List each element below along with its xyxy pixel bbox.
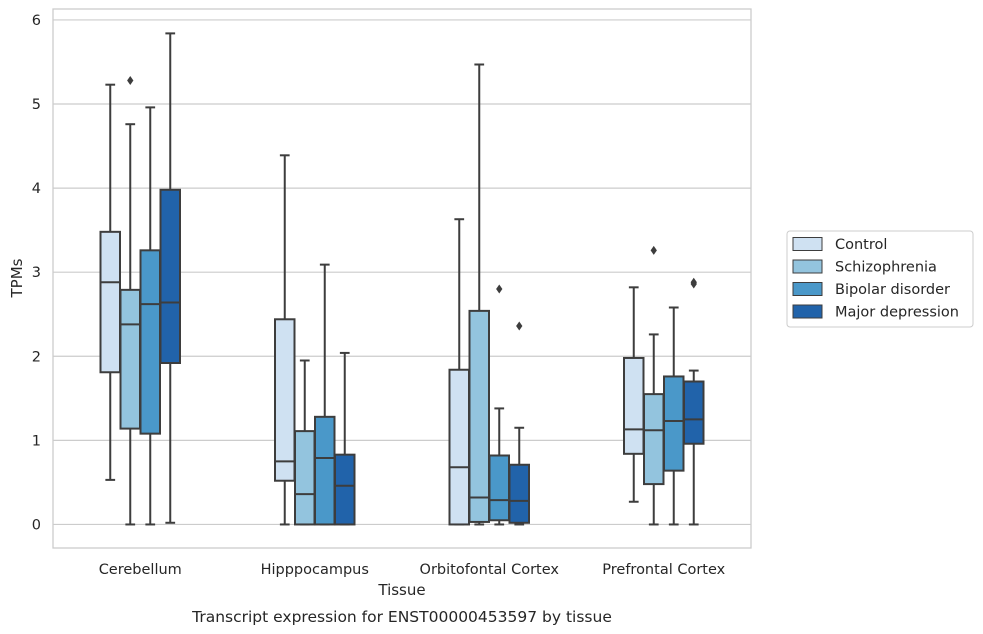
box-iqr [448, 368, 470, 526]
outlier-point [516, 321, 523, 331]
box-iqr [139, 249, 161, 435]
box-major-depression [683, 277, 705, 526]
outlier-point [690, 277, 697, 287]
box-iqr [663, 375, 685, 472]
box-iqr [488, 454, 510, 522]
box-iqr [159, 188, 181, 365]
box-major-depression [159, 32, 181, 524]
box-bipolar-disorder [314, 263, 336, 526]
box-major-depression [508, 321, 530, 526]
legend: Control Schizophrenia Bipolar disorder Majo… [786, 230, 974, 328]
box-iqr [468, 309, 490, 523]
chart-caption: Transcript expression for ENST0000045359… [191, 608, 612, 626]
outlier-point [496, 284, 503, 294]
y-tick-label: 3 [32, 265, 41, 281]
box-schizophrenia [119, 75, 141, 526]
x-tick-label: Prefrontal Cortex [602, 562, 725, 578]
box-bipolar-disorder [139, 106, 161, 526]
y-tick-label: 2 [32, 349, 41, 365]
boxes [99, 32, 705, 526]
x-tick-labels: Cerebellum Hipppocampus Orbitofontal Corte… [99, 562, 726, 578]
legend-frame [786, 230, 974, 328]
box-iqr [99, 230, 121, 374]
y-tick-label: 6 [32, 13, 41, 29]
box-control [623, 286, 645, 503]
legend-label: Schizophrenia [835, 260, 937, 276]
box-iqr [274, 318, 296, 482]
box-major-depression [334, 351, 356, 526]
y-tick-label: 1 [32, 433, 41, 449]
box-iqr [623, 356, 645, 455]
box-iqr [314, 415, 336, 526]
box-schizophrenia [468, 63, 490, 526]
x-tick-label: Orbitofontal Cortex [420, 562, 560, 578]
legend-swatch [792, 282, 823, 296]
legend-swatch [792, 304, 823, 319]
legend-swatch [792, 259, 823, 274]
y-tick-labels: 0 1 2 3 4 5 6 [32, 13, 41, 534]
box-iqr [334, 453, 356, 526]
y-tick-label: 5 [32, 97, 41, 113]
box-control [274, 154, 296, 526]
legend-label: Major depression [835, 305, 959, 321]
box-iqr [683, 380, 705, 445]
y-axis-title: TPMs [8, 258, 26, 298]
outlier-point [127, 75, 134, 85]
legend-label: Bipolar disorder [835, 282, 950, 298]
x-axis-title: Tissue [377, 581, 425, 599]
box-iqr [508, 463, 530, 524]
box-iqr [119, 288, 141, 430]
box-iqr [643, 393, 665, 486]
box-iqr [294, 430, 316, 526]
x-tick-label: Hipppocampus [261, 562, 369, 578]
x-tick-label: Cerebellum [99, 562, 182, 578]
y-tick-label: 4 [32, 181, 41, 197]
legend-label: Control [835, 237, 887, 253]
outlier-point [650, 245, 657, 255]
y-tick-label: 0 [32, 517, 41, 533]
legend-swatch [792, 237, 823, 251]
